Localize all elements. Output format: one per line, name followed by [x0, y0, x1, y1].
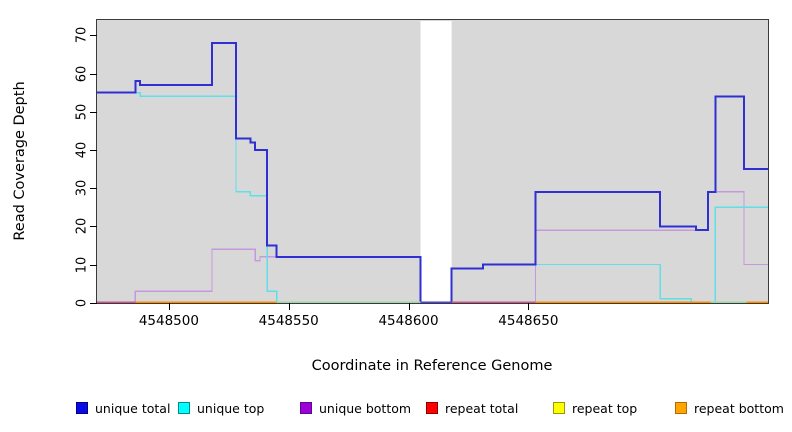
y-tick-mark — [90, 188, 97, 190]
y-tick-label: 20 — [74, 218, 90, 235]
y-tick-label: 30 — [74, 179, 90, 197]
y-tick-mark — [90, 149, 97, 151]
y-tick-label: 0 — [74, 298, 90, 307]
x-tick-label: 4548650 — [498, 313, 559, 329]
x-tick-label: 4548550 — [258, 313, 319, 329]
x-tick-mark — [168, 303, 170, 310]
legend-swatch-icon — [426, 402, 438, 414]
x-tick-mark — [408, 303, 410, 310]
y-tick-label: 10 — [74, 256, 90, 273]
legend-item-repeat-top: repeat top — [553, 399, 637, 417]
legend-swatch-icon — [178, 402, 190, 414]
legend-item-unique-total: unique total — [76, 399, 170, 417]
legend-item-repeat-total: repeat total — [426, 399, 518, 417]
y-tick-label: 50 — [74, 103, 90, 120]
x-tick-label: 4548600 — [378, 313, 439, 329]
legend-label: repeat total — [445, 400, 519, 416]
legend-swatch-icon — [76, 402, 88, 414]
legend-label: repeat bottom — [694, 400, 784, 416]
y-tick-mark — [90, 264, 97, 266]
y-tick-label: 40 — [74, 141, 90, 159]
x-axis-title: Coordinate in Reference Genome — [311, 358, 553, 374]
no-data-gap-band — [420, 21, 452, 302]
y-tick-mark — [90, 35, 97, 37]
legend-item-unique-bottom: unique bottom — [300, 399, 411, 417]
y-tick-label: 60 — [74, 65, 90, 82]
x-tick-label: 4548500 — [138, 313, 199, 329]
legend-swatch-icon — [553, 402, 565, 414]
legend: unique total unique top unique bottom repea… — [0, 399, 792, 419]
legend-swatch-icon — [300, 402, 312, 414]
legend-item-repeat-bottom: repeat bottom — [675, 399, 784, 417]
y-tick-label: 70 — [74, 27, 90, 44]
legend-label: unique top — [197, 400, 265, 416]
legend-item-unique-top: unique top — [178, 399, 264, 417]
y-axis-title: Read Coverage Depth — [12, 81, 28, 241]
y-tick-mark — [90, 111, 97, 113]
plot-panel — [96, 19, 769, 304]
series-unique-total — [97, 41, 768, 303]
legend-label: unique total — [95, 400, 171, 416]
y-tick-mark — [90, 73, 97, 75]
x-tick-mark — [528, 303, 530, 310]
legend-swatch-icon — [675, 402, 687, 414]
x-tick-mark — [288, 303, 290, 310]
legend-label: repeat top — [572, 400, 638, 416]
y-tick-mark — [90, 302, 97, 304]
legend-label: unique bottom — [319, 400, 412, 416]
coverage-step-plot — [97, 21, 768, 303]
y-tick-mark — [90, 226, 97, 228]
